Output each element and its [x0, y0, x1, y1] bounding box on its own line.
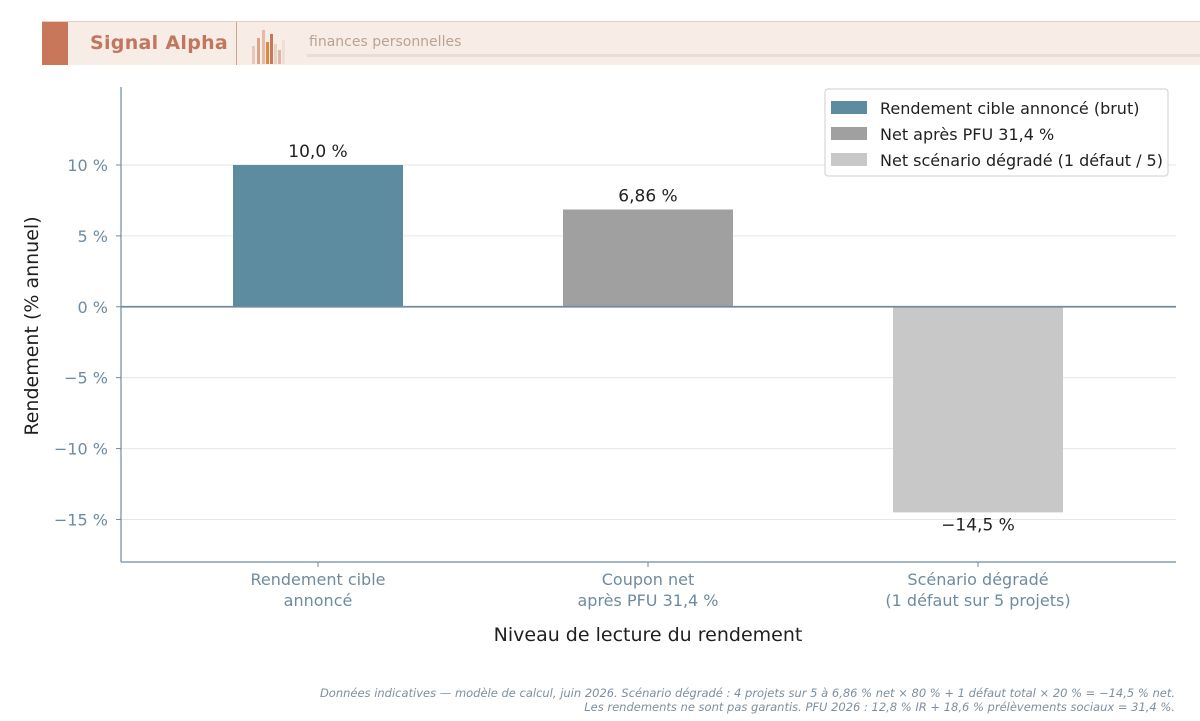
legend-swatch [831, 127, 867, 140]
x-tick-label: (1 défaut sur 5 projets) [885, 591, 1070, 610]
legend-entry: Rendement cible annoncé (brut) [880, 99, 1139, 118]
footnote-line: Données indicatives — modèle de calcul, … [320, 686, 1175, 700]
bar [563, 209, 733, 307]
y-tick-label: 0 % [78, 298, 108, 317]
bar [233, 164, 403, 307]
x-tick-label: Coupon net [602, 570, 695, 589]
data-label: 10,0 % [288, 142, 347, 162]
x-tick-label: après PFU 31,4 % [577, 591, 718, 610]
x-tick-label: Scénario dégradé [907, 570, 1048, 589]
y-tick-label: 5 % [78, 227, 108, 246]
brand-accent-block [42, 22, 68, 65]
x-axis-label: Niveau de lecture du rendement [494, 624, 803, 646]
tagline: finances personnelles [309, 34, 462, 50]
legend-frame [824, 88, 1169, 177]
legend-entry: Net scénario dégradé (1 défaut / 5) [880, 151, 1163, 170]
legend: Rendement cible annoncé (brut) Net après … [824, 88, 1169, 177]
bar-chart-logo-icon [252, 30, 285, 64]
y-tick-label: −15 % [54, 510, 108, 529]
bar [893, 306, 1063, 513]
y-tick-label: −10 % [54, 440, 108, 459]
header-banner: Signal Alpha finances personnelles [42, 21, 1200, 65]
y-tick-label: −5 % [64, 369, 108, 388]
tagline-underline [307, 54, 1200, 57]
brand-name[interactable]: Signal Alpha [90, 32, 229, 54]
legend-entry: Net après PFU 31,4 % [880, 125, 1054, 144]
header-divider [236, 22, 237, 65]
y-axis-label: Rendement (% annuel) [21, 216, 43, 435]
data-label: −14,5 % [941, 515, 1015, 535]
y-tick-label: 10 % [67, 156, 108, 175]
data-label: 6,86 % [618, 187, 677, 207]
x-tick-label: Rendement cible [251, 570, 386, 589]
x-tick-label: annoncé [284, 591, 353, 610]
footnote-line: Les rendements ne sont pas garantis. PFU… [584, 700, 1175, 714]
legend-swatch [831, 101, 867, 114]
legend-swatch [831, 153, 867, 166]
